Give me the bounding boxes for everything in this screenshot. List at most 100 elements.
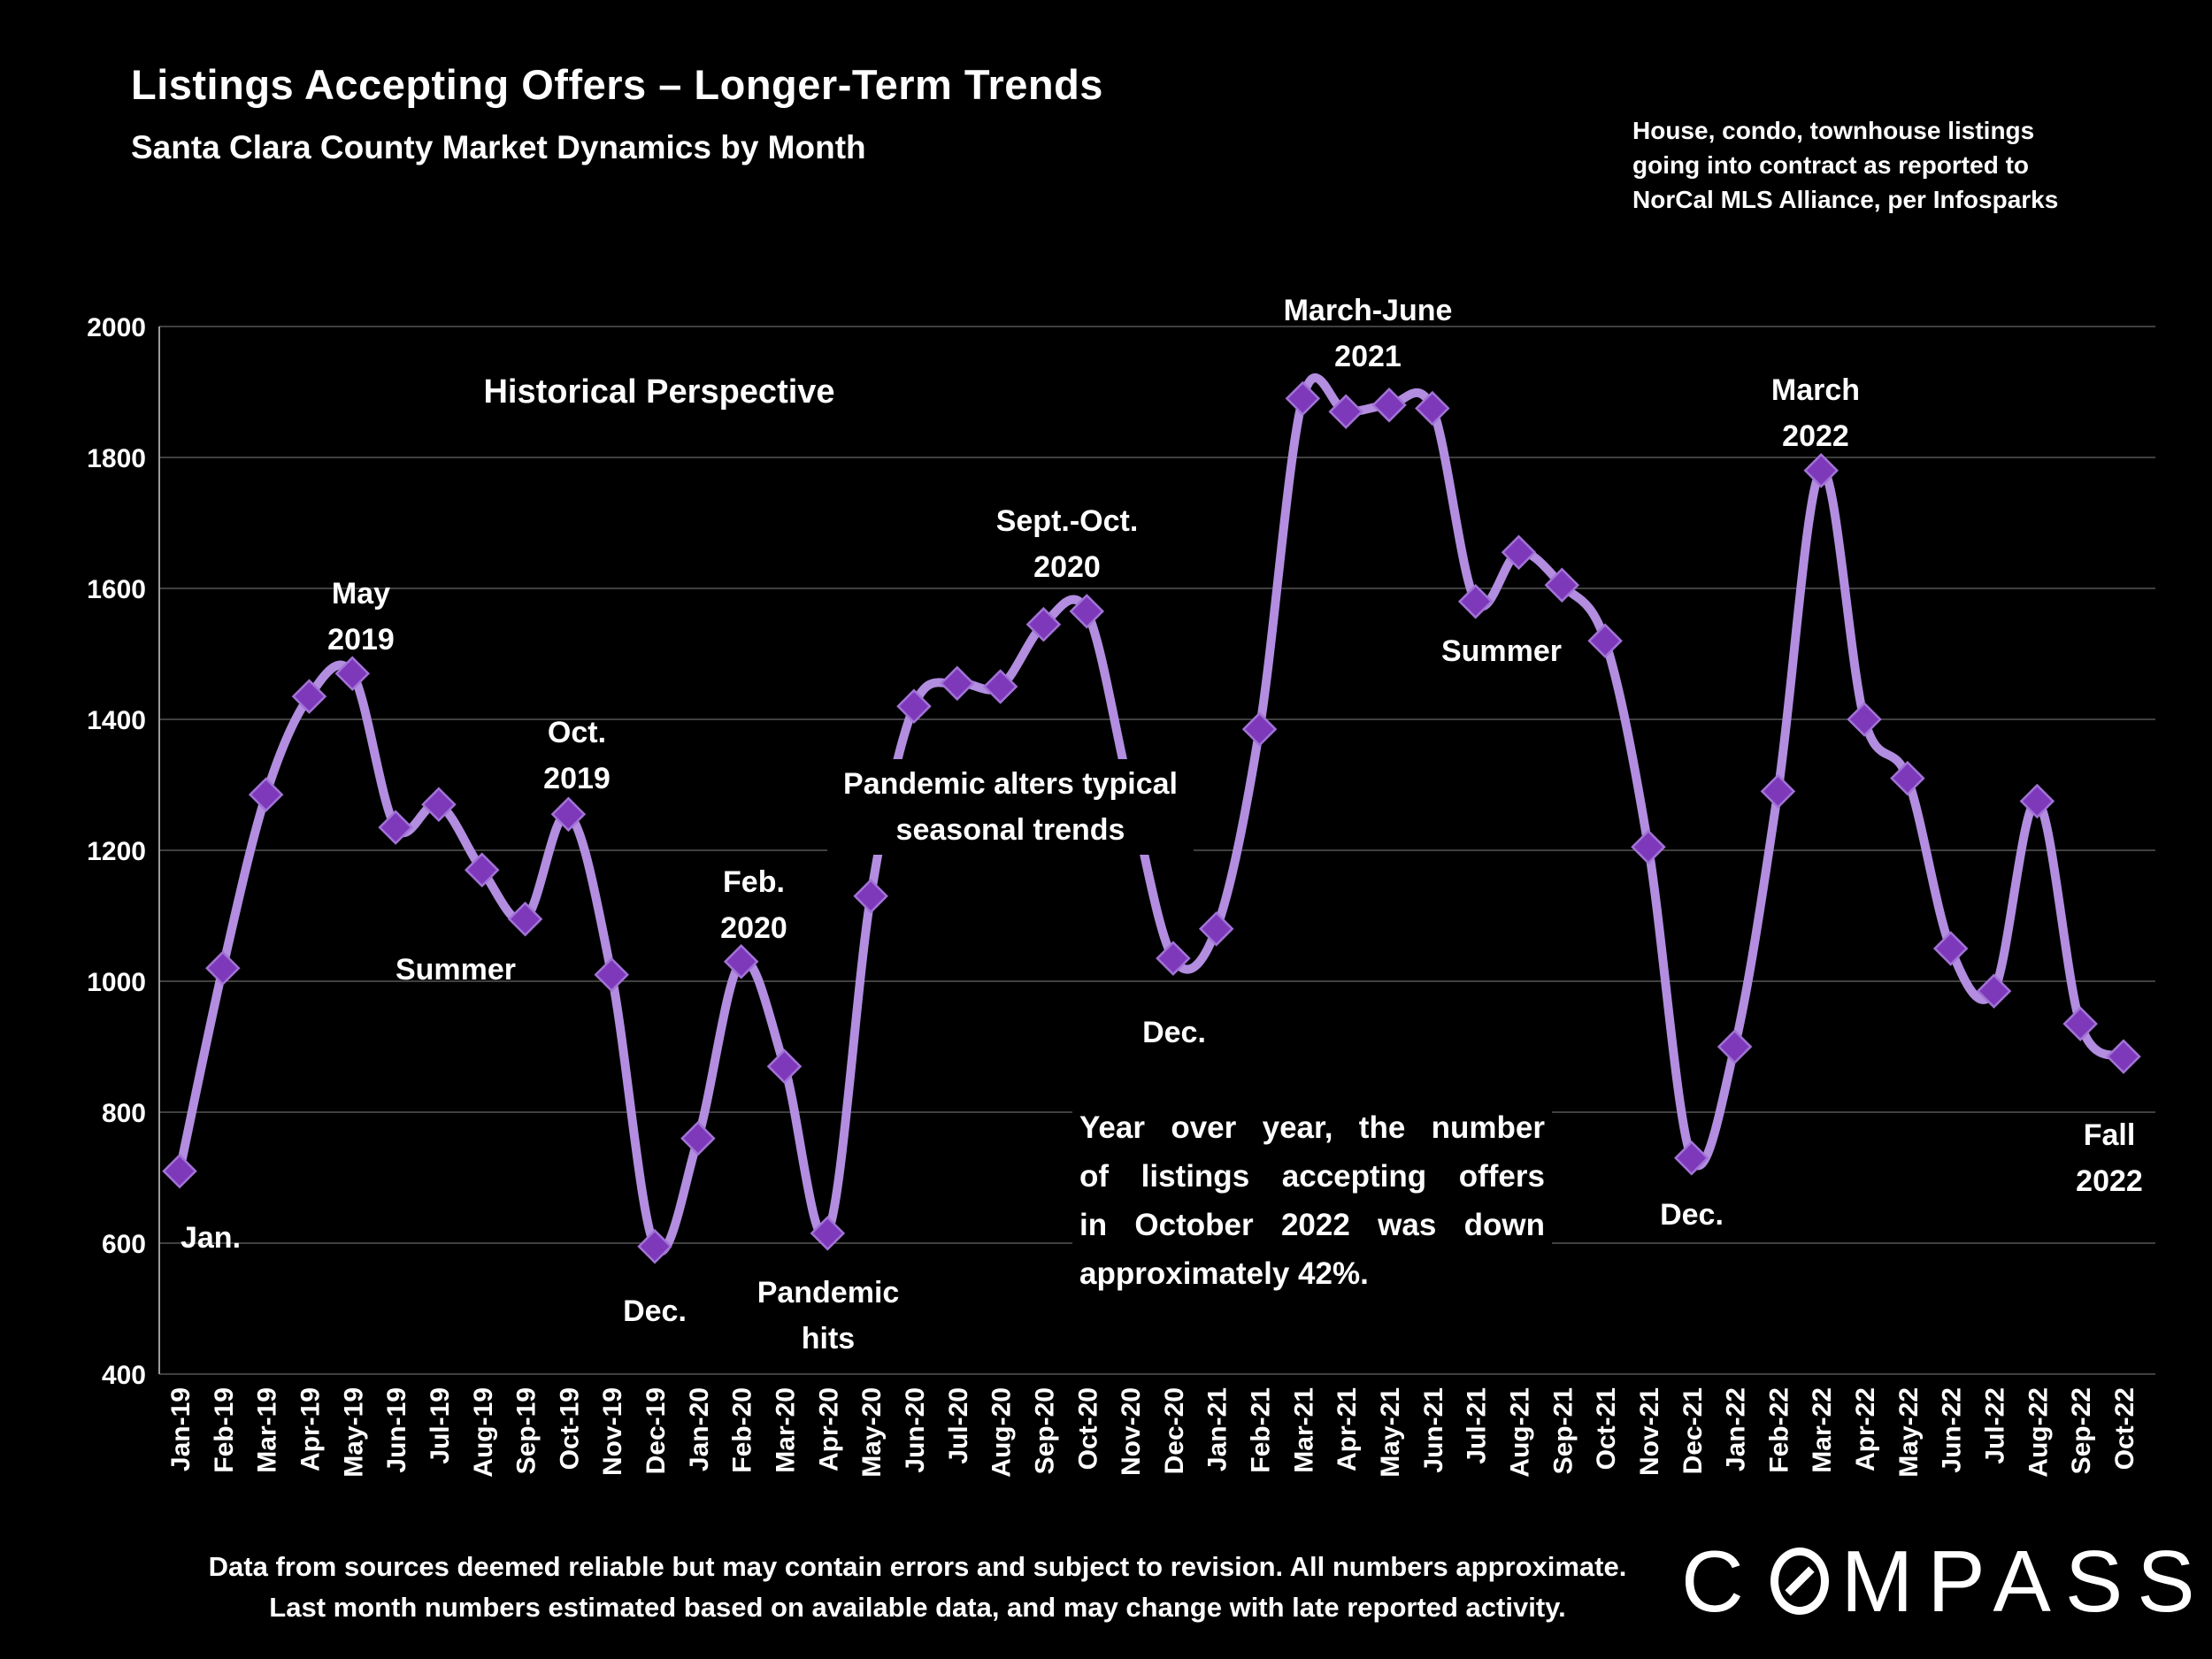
x-axis-tick-label: Jul-19	[426, 1387, 455, 1464]
x-axis-tick-label: Oct-22	[2110, 1387, 2139, 1470]
data-point-marker	[1328, 394, 1363, 429]
data-point-marker	[1544, 567, 1580, 603]
data-point-marker	[1760, 773, 1796, 810]
annotation-jan-2019: Jan.	[180, 1221, 242, 1255]
page-title: Listings Accepting Offers – Longer-Term …	[131, 61, 1103, 108]
source-note: House, condo, townhouse listings going i…	[1632, 117, 2059, 213]
compass-logo-text: C	[1681, 1532, 1758, 1630]
data-point-marker	[1415, 390, 1450, 426]
data-point-marker	[680, 1120, 716, 1156]
callout-line: Year over year, the number	[1079, 1110, 1545, 1145]
page-subtitle: Santa Clara County Market Dynamics by Mo…	[131, 129, 866, 165]
callout-line: approximately 42%.	[1079, 1256, 1369, 1291]
data-point-marker	[1198, 911, 1234, 947]
x-axis-tick-label: Mar-22	[1808, 1387, 1837, 1473]
data-point-marker	[1025, 606, 1062, 642]
y-axis-tick-label: 800	[102, 1099, 146, 1128]
x-axis-tick-label: Feb-22	[1764, 1387, 1793, 1473]
compass-logo: C MPASS	[1681, 1538, 2209, 1624]
data-point-marker	[291, 679, 327, 714]
data-point-marker	[1890, 760, 1925, 796]
annotation-oct-2019: Oct. 2019	[543, 716, 611, 795]
annotation-dec-2021: Dec.	[1660, 1198, 1724, 1232]
data-point-marker	[940, 665, 975, 702]
y-axis-tick-label: 600	[102, 1230, 146, 1259]
data-point-marker	[334, 656, 371, 691]
data-point-marker	[1371, 388, 1407, 423]
data-point-marker	[1501, 534, 1537, 571]
x-axis-tick-label: Aug-21	[1505, 1387, 1534, 1478]
data-point-marker	[378, 810, 413, 845]
disclaimer-line: Last month numbers estimated based on av…	[269, 1592, 1566, 1623]
data-point-marker	[982, 669, 1018, 704]
x-axis-tick-label: Oct-21	[1592, 1387, 1621, 1470]
data-point-marker	[1285, 380, 1321, 417]
x-axis-tick-label: Jul-21	[1463, 1387, 1492, 1464]
data-point-marker	[2106, 1039, 2141, 1074]
data-point-marker	[2019, 783, 2055, 819]
data-point-marker	[2062, 1006, 2098, 1041]
annotation-march-2022: March 2022	[1770, 373, 1861, 453]
x-axis-tick-label: Aug-19	[469, 1387, 498, 1478]
annotation-march-june-2021: March-June 2021	[1283, 294, 1453, 373]
callout-line: of listings accepting offers	[1079, 1159, 1545, 1194]
x-axis-tick-label: Oct-19	[555, 1387, 584, 1470]
annotation-dec-2019: Dec.	[623, 1294, 687, 1328]
y-axis-tick-label: 1000	[87, 968, 146, 997]
x-axis-tick-label: Sep-20	[1030, 1387, 1059, 1474]
x-axis-tick-label: Mar-21	[1289, 1387, 1318, 1473]
data-point-marker	[1717, 1029, 1753, 1064]
annotation-sept-oct-2020: Sept.-Oct. 2020	[995, 504, 1139, 584]
data-point-marker	[1631, 829, 1666, 865]
x-axis-tick-label: Jan-22	[1722, 1387, 1751, 1471]
x-axis-tick-label: Apr-21	[1333, 1387, 1362, 1471]
x-axis-tick-label: Jun-21	[1419, 1387, 1448, 1473]
x-axis-tick-label: Nov-21	[1635, 1387, 1664, 1476]
y-axis-tick-label: 1600	[87, 575, 146, 604]
yoy-callout: Year over year, the number of listings a…	[1072, 1100, 1552, 1302]
data-point-marker	[594, 956, 629, 993]
data-point-marker	[162, 1153, 197, 1189]
annotation-historical-perspective: Historical Perspective	[483, 373, 835, 411]
x-axis-tick-label: Aug-20	[987, 1387, 1017, 1478]
y-axis-tick-label: 1800	[87, 444, 146, 473]
x-axis-tick-label: Dec-21	[1678, 1387, 1708, 1474]
data-point-marker	[723, 944, 759, 979]
data-point-marker	[248, 777, 284, 812]
data-point-marker	[1674, 1141, 1709, 1176]
x-axis-tick-label: Jul-20	[944, 1387, 973, 1464]
x-axis-tick-label: Feb-20	[728, 1387, 757, 1473]
x-axis-tick-label: Jan-21	[1203, 1387, 1233, 1471]
x-axis-tick-label: Dec-20	[1160, 1387, 1189, 1474]
data-point-marker	[637, 1228, 672, 1264]
data-point-marker	[1457, 584, 1494, 619]
annotation-may-2019: May 2019	[327, 577, 395, 657]
x-axis-tick-label: Apr-20	[814, 1387, 843, 1471]
x-axis-tick-label: Apr-22	[1851, 1387, 1880, 1471]
data-point-marker	[1241, 711, 1278, 747]
x-axis-tick-label: Sep-21	[1548, 1387, 1578, 1474]
disclaimer-footer: Data from sources deemed reliable but ma…	[209, 1547, 1627, 1628]
x-axis-tick-label: Jun-20	[901, 1387, 930, 1473]
x-axis-tick-label: May-20	[857, 1387, 887, 1478]
x-axis-tick-label: Jul-22	[1981, 1387, 2010, 1464]
x-axis-tick-label: May-19	[339, 1387, 368, 1478]
y-axis-tick-label: 400	[102, 1361, 146, 1390]
callout-line: in October 2022 was down	[1079, 1208, 1545, 1242]
y-axis-tick-label: 1200	[87, 837, 146, 866]
data-point-marker	[1976, 973, 2012, 1009]
annotation-pandemic-hits: Pandemic hits	[757, 1276, 900, 1356]
data-point-marker	[205, 950, 241, 986]
data-point-marker	[1069, 594, 1105, 629]
data-point-marker	[464, 852, 500, 887]
data-point-marker	[1156, 941, 1191, 976]
x-axis-tick-label: Jun-19	[382, 1387, 411, 1473]
compass-logo-text: MPASS	[1840, 1532, 2209, 1630]
x-axis-tick-label: Sep-22	[2067, 1387, 2096, 1474]
x-axis-tick-label: May-22	[1894, 1387, 1924, 1478]
annotation-summer-2019: Summer	[395, 953, 517, 987]
x-axis-tick-label: Jan-20	[685, 1387, 714, 1471]
annotation-dec-2020: Dec.	[1142, 1016, 1206, 1049]
data-point-marker	[507, 901, 543, 937]
